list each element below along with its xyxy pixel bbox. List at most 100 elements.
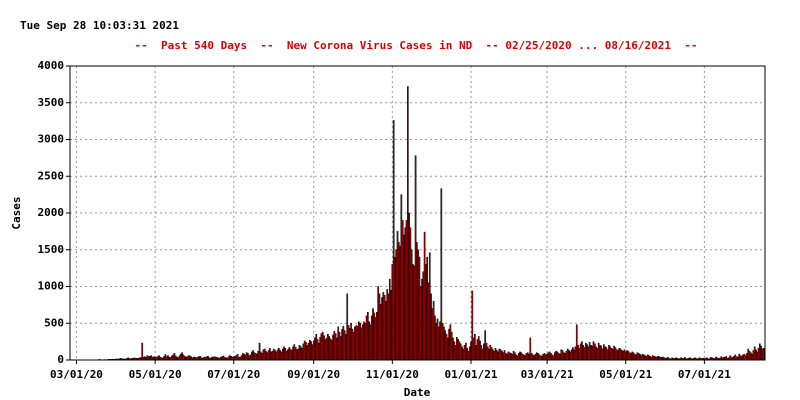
- bar: [419, 286, 422, 361]
- bar: [385, 300, 387, 361]
- bar: [514, 352, 516, 361]
- bar: [755, 349, 757, 361]
- y-tick-label: 500: [44, 316, 64, 329]
- bar: [253, 352, 256, 361]
- bar: [590, 345, 592, 361]
- bar: [293, 344, 296, 361]
- bar: [333, 331, 336, 361]
- bar: [316, 339, 319, 361]
- bar: [302, 343, 305, 361]
- plot-border: [69, 65, 766, 361]
- bar: [363, 321, 365, 361]
- bar: [533, 355, 536, 361]
- bar: [578, 347, 581, 361]
- bar: [529, 337, 532, 361]
- bar: [517, 353, 520, 361]
- bar: [352, 331, 355, 361]
- bar: [359, 323, 361, 361]
- bar: [172, 354, 174, 361]
- bar: [489, 345, 492, 361]
- bar: [468, 346, 471, 361]
- bar: [386, 289, 389, 361]
- bar: [552, 355, 555, 361]
- bar: [183, 356, 186, 361]
- bar: [579, 343, 582, 361]
- bar: [348, 328, 351, 361]
- bar: [569, 351, 572, 361]
- bar: [748, 350, 751, 361]
- bar: [486, 346, 489, 361]
- bar: [739, 355, 742, 361]
- bar: [618, 347, 621, 361]
- bar: [645, 356, 648, 361]
- bar: [370, 315, 373, 361]
- bar: [516, 355, 519, 361]
- bar: [274, 350, 276, 361]
- bar: [422, 271, 425, 361]
- bar: [541, 356, 543, 361]
- bar: [337, 326, 340, 361]
- bar: [631, 351, 634, 361]
- bar: [303, 340, 306, 361]
- bar: [235, 355, 238, 361]
- bar: [729, 355, 732, 361]
- bar: [387, 293, 390, 361]
- bar: [520, 352, 523, 361]
- bar: [285, 350, 288, 361]
- bar: [582, 345, 585, 361]
- bar: [178, 355, 181, 361]
- bar: [271, 350, 274, 361]
- bar: [556, 351, 559, 361]
- bar: [566, 348, 569, 361]
- bar: [404, 227, 407, 361]
- bar: [504, 353, 507, 361]
- bar: [490, 347, 493, 361]
- bar: [243, 353, 245, 361]
- bar: [596, 347, 599, 361]
- x-tick-label: 01/01/21: [445, 368, 498, 381]
- bar: [621, 350, 623, 361]
- bar: [400, 194, 403, 361]
- bar: [167, 355, 169, 361]
- bar: [392, 120, 395, 361]
- bar: [615, 349, 618, 361]
- bar: [306, 345, 309, 361]
- bar: [477, 336, 480, 361]
- bar: [725, 356, 728, 361]
- bar: [601, 348, 604, 361]
- bar: [311, 344, 314, 361]
- y-tick-label: 3500: [38, 96, 65, 109]
- bar: [364, 323, 367, 361]
- bar: [437, 326, 440, 361]
- x-tick-label: 05/01/20: [129, 368, 182, 381]
- bar: [637, 353, 640, 361]
- bar: [526, 352, 529, 361]
- bar: [245, 352, 248, 361]
- bar: [604, 346, 606, 361]
- bar: [740, 356, 743, 361]
- bar: [394, 256, 396, 361]
- bar: [350, 323, 352, 361]
- bar: [434, 315, 436, 361]
- bar: [272, 348, 275, 361]
- bar: [555, 350, 557, 361]
- bar: [428, 252, 431, 361]
- bar: [573, 349, 575, 361]
- bar: [377, 286, 380, 361]
- bar: [372, 308, 374, 361]
- bar: [619, 348, 622, 361]
- bar: [236, 353, 239, 361]
- bar: [756, 351, 759, 361]
- bar: [761, 348, 764, 361]
- bar: [336, 337, 338, 361]
- bar: [207, 356, 209, 361]
- bar: [472, 337, 475, 361]
- bar: [413, 265, 416, 361]
- bar: [292, 346, 294, 361]
- bar: [431, 308, 434, 361]
- bar: [560, 349, 563, 361]
- bar: [315, 334, 318, 361]
- bar: [230, 356, 233, 361]
- bar: [733, 356, 735, 361]
- bar: [544, 354, 547, 361]
